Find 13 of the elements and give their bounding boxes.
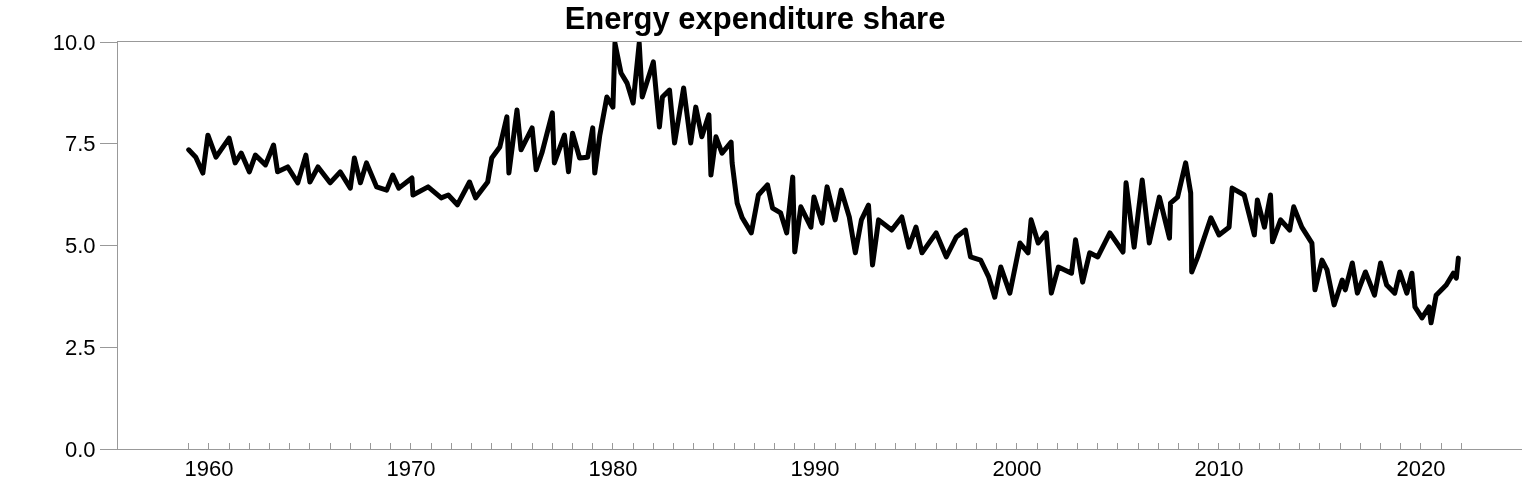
chart-title: Energy expenditure share: [564, 0, 946, 36]
y-tick-label: 5.0: [65, 233, 96, 259]
y-tick-label: 0.0: [65, 436, 96, 462]
x-tick-label: 1980: [588, 456, 638, 482]
y-tick-label: 7.5: [65, 131, 96, 157]
x-tick-label: 1990: [790, 456, 840, 482]
y-tick-label: 10.0: [52, 29, 96, 55]
x-tick-label: 2000: [992, 456, 1042, 482]
x-tick-label: 2010: [1194, 456, 1244, 482]
x-tick-label: 1960: [184, 456, 234, 482]
x-tick-label: 2020: [1396, 456, 1446, 482]
y-tick-label: 2.5: [65, 334, 96, 360]
x-tick-label: 1970: [386, 456, 436, 482]
